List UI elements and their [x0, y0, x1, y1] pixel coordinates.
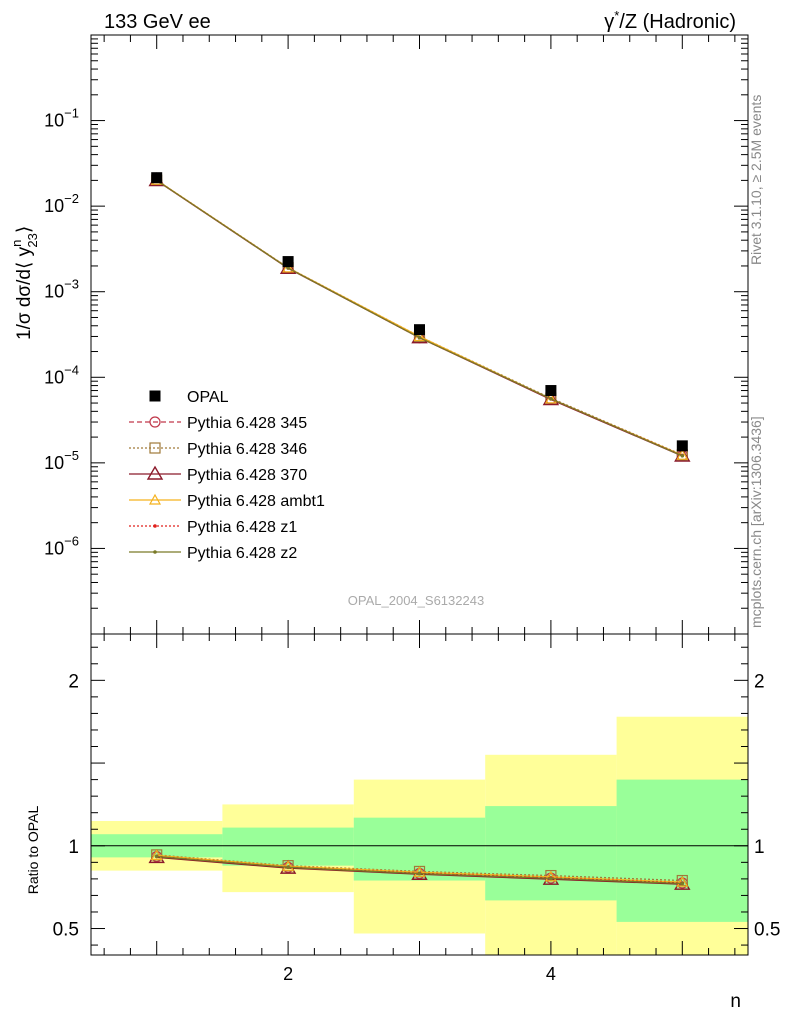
main-series-6-point-5: [680, 453, 685, 458]
ratio-panel: 2 4 0.5 0.5 1 1 2 2: [53, 633, 780, 984]
ratio-series-6-point-2: [286, 865, 290, 870]
opal-data-point-2: [282, 256, 294, 268]
main-series-line-4: [156, 179, 683, 456]
main-series-6-point-4: [549, 397, 553, 401]
band-inner-5: [616, 779, 748, 922]
y-tick-label: 10−4: [44, 362, 79, 387]
ratio-y-tick-label-right: 2: [754, 671, 765, 692]
y-tick-label: 10−2: [44, 191, 79, 216]
ratio-series-4-point-5: [676, 875, 689, 887]
opal-data-point-5: [676, 440, 688, 452]
ratio-uncertainty-bands: [91, 716, 748, 955]
ratio-y-tick-label-right: 0.5: [754, 920, 780, 941]
main-series-4-point-2: [282, 261, 295, 273]
band-inner-4: [485, 806, 617, 901]
main-series-6-point-3: [417, 335, 422, 340]
legend-marker-2: [149, 442, 161, 454]
ratio-y-tick-label-left: 1: [68, 837, 79, 858]
legend-marker-1: [149, 416, 161, 428]
header-left: 133 GeV ee: [104, 11, 211, 33]
legend-marker-6: [153, 550, 157, 554]
analysis-watermark: OPAL_2004_S6132243: [348, 593, 484, 608]
legend-label-1: OPAL: [187, 389, 229, 406]
legend: OPAL Pythia 6.428 345 Pythia 6.428 346 Pyth…: [129, 389, 325, 562]
main-panel: 10−1 10−2 10−3 10−4 10−5 10−6: [44, 34, 749, 955]
header-right: γ*/Z (Hadronic): [604, 8, 736, 33]
y-tick-label: 10−5: [44, 448, 79, 473]
legend-label-2: Pythia 6.428 345: [187, 415, 307, 432]
opal-data-point-1: [151, 172, 163, 184]
ratio-series-6-point-3: [417, 871, 422, 876]
opal-data-point-4: [545, 385, 557, 397]
legend-label-7: Pythia 6.428 z2: [187, 545, 297, 562]
x-tick-label: 4: [546, 964, 556, 984]
opal-data-point-3: [414, 324, 425, 336]
main-ylabel: 1/σ dσ/d⟨ yn23⟩: [9, 226, 40, 340]
ratio-series-4-point-4: [544, 870, 557, 882]
legend-label-6: Pythia 6.428 z1: [187, 519, 297, 536]
ratio-y-tick-label-left: 2: [68, 671, 79, 692]
legend-label-3: Pythia 6.428 346: [187, 441, 307, 458]
ratio-series-6-point-4: [549, 876, 553, 881]
x-tick-label: 2: [283, 964, 293, 984]
y-tick-label: 10−6: [44, 533, 79, 558]
main-series-line-2: [156, 179, 683, 456]
ratio-y-tick-label-left: 0.5: [53, 920, 79, 941]
rivet-label: Rivet 3.1.10, ≥ 2.5M events: [748, 95, 764, 265]
y-tick-label: 10−3: [44, 277, 79, 302]
ratio-y-tick-label-right: 1: [754, 837, 765, 858]
legend-marker-5: [153, 524, 157, 528]
ratio-series-4-point-2: [282, 860, 295, 871]
ratio-ylabel: Ratio to OPAL: [25, 806, 41, 895]
main-series-3-point-4: [542, 391, 560, 406]
band-inner-2: [222, 827, 354, 866]
ratio-series-2-point-5: [676, 874, 688, 887]
y-tick-label: 10−1: [44, 106, 79, 131]
ratio-series-6-point-5: [680, 881, 685, 886]
legend-label-4: Pythia 6.428 370: [187, 467, 307, 484]
legend-label-5: Pythia 6.428 ambt1: [187, 493, 325, 510]
ratio-series-4-point-3: [413, 866, 426, 877]
main-series-3-point-2: [279, 259, 297, 274]
legend-marker-3: [146, 465, 164, 480]
legend-marker-opal: [149, 390, 161, 402]
xlabel: n: [730, 991, 741, 1012]
ratio-series-4-point-1: [150, 849, 163, 860]
ratio-frame: [90, 633, 749, 956]
mcplots-label: mcplots.cern.ch [arXiv:1306.3436]: [748, 416, 764, 628]
legend-marker-4: [148, 493, 162, 505]
main-series-3-point-5: [674, 447, 691, 462]
ratio-series-6-point-1: [154, 854, 159, 859]
main-series-6-point-2: [286, 266, 290, 270]
